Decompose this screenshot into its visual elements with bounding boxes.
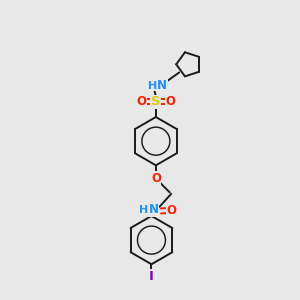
Text: O: O (166, 204, 176, 217)
Text: H: H (140, 205, 149, 215)
Text: N: N (148, 203, 158, 216)
Text: O: O (166, 95, 176, 108)
Text: O: O (136, 95, 146, 108)
Text: H: H (148, 80, 158, 91)
Text: O: O (151, 172, 161, 185)
Text: I: I (149, 270, 154, 283)
Text: N: N (158, 79, 167, 92)
Text: S: S (151, 95, 161, 108)
